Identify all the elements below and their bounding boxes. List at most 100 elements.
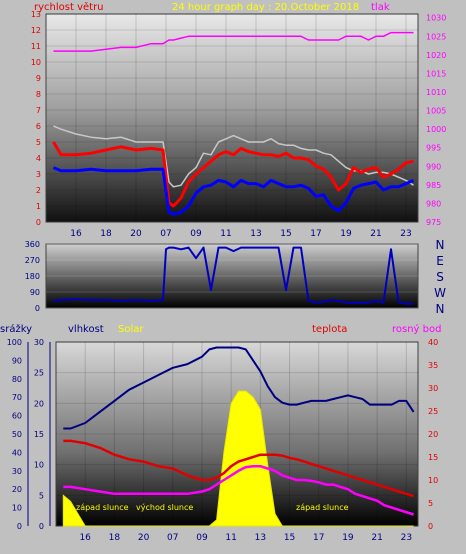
- chart1-x-tick: 15: [280, 229, 291, 239]
- annotation-sunrise: východ slunce: [136, 503, 193, 512]
- chart3-series: [62, 346, 415, 527]
- chart3-y-left-tick: 0: [17, 522, 22, 531]
- chart3-series-dewpoint-line: [63, 464, 414, 516]
- chart3-x-tick: 13: [255, 533, 266, 543]
- chart3-x-tick: 07: [167, 533, 178, 543]
- chart3-x-tick: 15: [284, 533, 295, 543]
- chart1-x-tick: 13: [250, 229, 261, 239]
- chart3-y-mid-tick: 0: [39, 522, 44, 531]
- chart3-y-mid-tick: 30: [34, 338, 44, 347]
- chart2-plot-area: [45, 243, 419, 309]
- chart1-x-tick: 16: [70, 229, 82, 239]
- chart3-x-tick: 19: [342, 533, 354, 543]
- chart3-y-left-tick: 50: [12, 430, 22, 439]
- chart3-x-tick: 11: [225, 533, 236, 543]
- chart1-x-tick: 20: [130, 229, 142, 239]
- chart1-y-right-tick: 990: [426, 162, 441, 171]
- chart3-y-right-tick: 5: [428, 499, 433, 508]
- chart3-tick-labels: 16 18 20 07 09 11 13 15 17 19 21 230102030405060708…: [7, 338, 438, 543]
- chart1-y-left-tick: 4: [36, 154, 41, 163]
- chart3-y-left-tick: 20: [12, 485, 22, 494]
- chart2-y-tick: 90: [30, 288, 40, 297]
- chart3-y-right-tick: 10: [428, 476, 438, 485]
- chart1-x-tick: 09: [190, 229, 202, 239]
- chart3-y-right-tick: 0: [428, 522, 433, 531]
- chart3-y-right-tick: 20: [428, 430, 438, 439]
- chart3-x-tick: 18: [109, 533, 121, 543]
- chart3-y-right-tick: 25: [428, 407, 438, 416]
- chart3-y-mid-tick: 5: [39, 491, 44, 500]
- chart2-y-tick: 180: [25, 272, 40, 281]
- chart2-y-tick: 270: [25, 256, 40, 265]
- chart3-y-left-tick: 10: [12, 504, 22, 513]
- chart3-x-tick: 20: [138, 533, 150, 543]
- chart3-y-mid-tick: 20: [34, 399, 44, 408]
- chart1-title: 24 hour graph day : 20.October 2018: [172, 2, 359, 13]
- chart3-y-left-tick: 60: [12, 412, 22, 421]
- chart1-series: [52, 31, 415, 216]
- chart3-legend-dewpoint: rosný bod: [392, 323, 441, 335]
- chart3-y-right-tick: 30: [428, 384, 438, 393]
- chart3-y-mid-tick: 25: [34, 369, 44, 378]
- chart1-y-left-tick: 6: [36, 122, 41, 131]
- chart2-compass-label: N: [436, 238, 445, 252]
- chart3-legend-precip: srážky: [0, 323, 32, 335]
- chart1-series-pressure-line: [53, 31, 414, 52]
- chart3-y-mid-tick: 10: [34, 461, 44, 470]
- chart3-x-tick: 16: [79, 533, 91, 543]
- chart1-series-wind-speed-line: [52, 166, 415, 216]
- chart3-y-right-tick: 40: [428, 338, 438, 347]
- chart1-x-tick: 17: [310, 229, 321, 239]
- annotation-sunset-2: západ slunce: [296, 503, 349, 512]
- chart2-series: [53, 246, 414, 305]
- chart1-y-left-tick: 3: [36, 170, 41, 179]
- chart1-y-right-tick: 1030: [426, 14, 446, 23]
- chart1-y-right-tick: 995: [426, 144, 441, 153]
- chart1-y-left-tick: 2: [36, 186, 41, 195]
- chart1-y-left-tick: 13: [31, 10, 41, 19]
- chart3-y-left-tick: 40: [12, 448, 22, 457]
- chart1-y-left-tick: 10: [31, 58, 41, 67]
- chart1-grid: [46, 13, 418, 223]
- chart3-series-solar-area: [62, 390, 414, 527]
- chart1-y-right-tick: 1020: [426, 51, 446, 60]
- chart1-x-tick: 19: [340, 229, 352, 239]
- chart1-x-tick: 07: [160, 229, 171, 239]
- chart2-grid: [46, 243, 418, 309]
- chart1-y-left-tick: 0: [36, 218, 41, 227]
- annotation-sunset-1: západ slunce: [76, 503, 129, 512]
- chart3-series-temperature-line: [63, 439, 414, 498]
- chart1-legend-pressure: tlak: [371, 2, 390, 13]
- chart3-x-tick: 09: [196, 533, 208, 543]
- chart3-y-right-tick: 35: [428, 361, 438, 370]
- chart2-compass-label: W: [434, 286, 446, 300]
- chart3-legend-humidity: vlhkost: [68, 324, 104, 335]
- chart1-x-tick: 23: [400, 229, 411, 239]
- chart1-y-right-tick: 1010: [426, 88, 446, 97]
- chart1-y-left-tick: 11: [31, 42, 41, 51]
- chart2-series-wind-direction-line: [53, 246, 414, 305]
- chart2-y-tick: 0: [35, 304, 40, 313]
- chart2-compass-label: N: [436, 302, 445, 316]
- chart3-y-right-tick: 15: [428, 453, 438, 462]
- chart3-y-mid-tick: 15: [34, 430, 44, 439]
- chart1-y-right-tick: 1015: [426, 69, 446, 78]
- chart1-y-right-tick: 985: [426, 181, 441, 190]
- chart3-y-left-tick: 100: [7, 338, 22, 347]
- chart1-y-left-tick: 1: [36, 202, 41, 211]
- chart2-compass-label: S: [436, 270, 444, 284]
- chart2-compass-label: E: [436, 254, 444, 268]
- chart3-legend-temperature: teplota: [312, 324, 347, 335]
- chart1-y-left-tick: 5: [36, 138, 41, 147]
- chart2-y-tick: 360: [25, 240, 40, 249]
- chart1-y-left-tick: 9: [36, 74, 41, 83]
- chart3-x-tick: 17: [313, 533, 324, 543]
- chart1-y-right-tick: 980: [426, 199, 441, 208]
- chart1-plot-area: [45, 13, 419, 223]
- chart1-y-right-tick: 975: [426, 218, 441, 227]
- chart1-x-tick: 11: [220, 229, 231, 239]
- chart3-legend-solar: Solar: [118, 324, 144, 335]
- chart3-x-tick: 23: [401, 533, 412, 543]
